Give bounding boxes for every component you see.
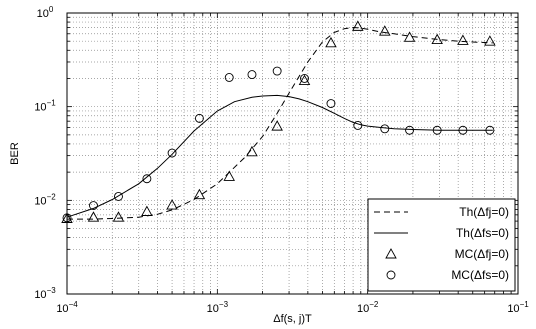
x-tick-label: 10−1 <box>507 300 529 315</box>
triangle-marker-point <box>457 34 469 45</box>
legend-triangle-icon <box>385 248 397 259</box>
x-tick-label: 10−2 <box>357 300 379 315</box>
triangle-marker-point <box>87 211 100 222</box>
legend-item: Th(Δfj=0) <box>374 205 509 219</box>
y-tick-label: 10−3 <box>34 286 56 301</box>
triangle-marker-point <box>193 188 206 200</box>
triangle-marker-point <box>141 205 153 216</box>
legend-item: MC(Δfs=0) <box>386 268 509 282</box>
dashed-series-line <box>67 26 493 220</box>
triangle-marker-point <box>223 170 236 181</box>
solid-series-line <box>66 94 493 218</box>
triangle-marker-point <box>271 120 283 131</box>
circle-marker-point <box>224 73 234 82</box>
triangle-marker-point <box>298 74 311 86</box>
legend-label: Th(Δfj=0) <box>459 205 509 219</box>
series-3 <box>61 20 496 223</box>
triangle-marker-point <box>484 35 496 46</box>
circle-marker-point <box>300 74 309 83</box>
circle-marker-point <box>167 148 177 158</box>
legend-label: Th(Δfs=0) <box>456 226 509 240</box>
legend-item: MC(Δfj=0) <box>385 247 509 261</box>
triangle-marker-point <box>403 31 416 42</box>
legend-circle-icon <box>386 270 396 280</box>
series-1 <box>67 26 493 220</box>
triangle-marker-point <box>431 33 443 45</box>
circle-marker-point <box>380 124 390 134</box>
circle-marker-point <box>326 99 336 108</box>
circle-marker-point <box>114 192 123 201</box>
x-tick-label: 10−4 <box>56 300 78 315</box>
legend-item: Th(Δfs=0) <box>374 226 509 240</box>
circle-marker-point <box>432 125 442 135</box>
plot-frame <box>66 12 519 295</box>
circle-marker-point <box>247 70 257 80</box>
triangle-marker-point <box>352 20 364 31</box>
series-2 <box>66 94 493 218</box>
circle-marker-point <box>272 66 282 76</box>
triangle-marker-point <box>166 199 178 210</box>
triangle-marker-point <box>325 36 337 48</box>
circle-marker-point <box>353 121 363 130</box>
y-axis-label: BER <box>9 142 21 165</box>
triangle-marker-point <box>246 145 258 157</box>
legend-box <box>367 198 516 292</box>
legend-label: MC(Δfs=0) <box>451 268 509 282</box>
circle-marker-point <box>142 174 152 184</box>
circle-marker-point <box>89 201 98 210</box>
y-tick-label: 10−1 <box>34 99 56 114</box>
plot-series <box>61 20 496 223</box>
x-tick-label: 10−3 <box>207 300 229 315</box>
circle-marker-point <box>194 113 204 123</box>
triangle-marker-point <box>379 25 391 36</box>
circle-marker-point <box>458 125 468 135</box>
y-tick-label: 10−2 <box>34 192 56 207</box>
legend: Th(Δfj=0) Th(Δfs=0) MC(Δfj=0) MC(Δfs=0) <box>367 198 516 292</box>
triangle-marker-point <box>112 211 125 222</box>
y-tick-label: 100 <box>37 5 54 20</box>
circle-marker-point <box>485 125 495 135</box>
circle-marker-point <box>405 125 415 135</box>
x-axis-label: Δf(s, j)T <box>273 313 312 325</box>
legend-label: MC(Δfj=0) <box>455 247 509 261</box>
